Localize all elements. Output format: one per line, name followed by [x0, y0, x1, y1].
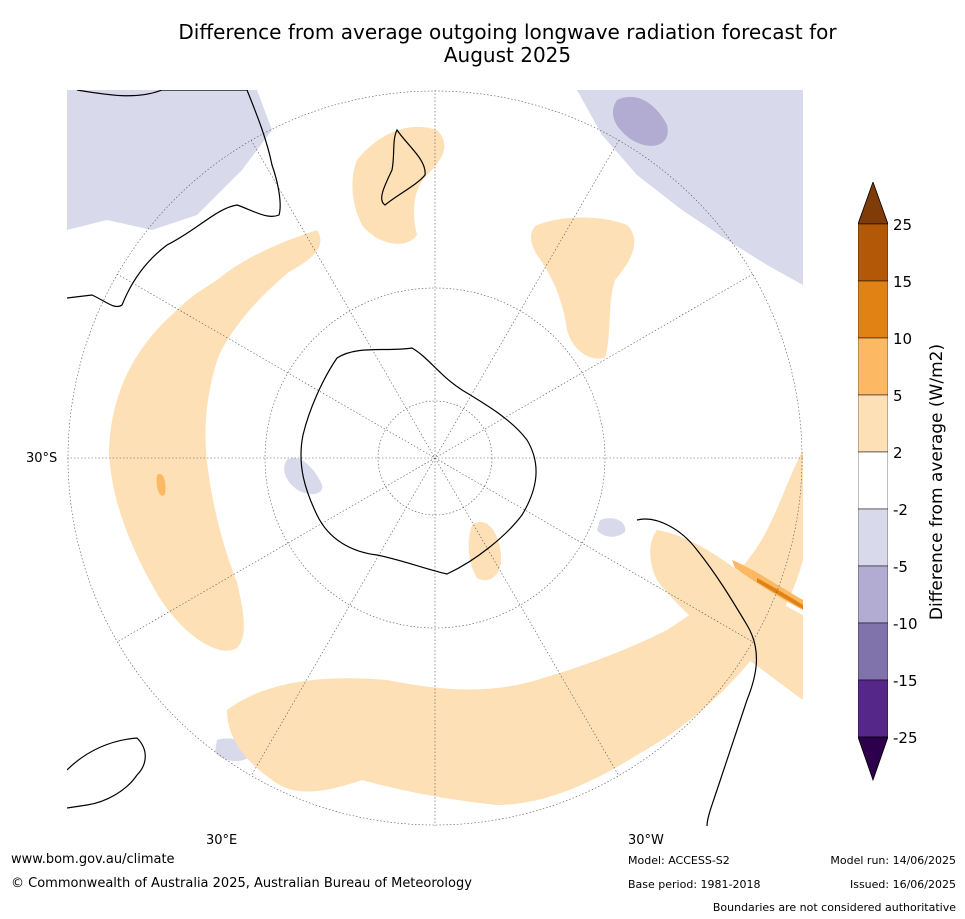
colorbar-extend-bottom — [858, 736, 888, 782]
latitude-label-30s: 30°S — [26, 451, 58, 466]
anomaly-region-africa-spot — [156, 473, 166, 496]
colorbar-label: Difference from average (W/m2) — [927, 343, 947, 621]
colorbar-tick: -5 — [893, 558, 908, 576]
latitude-circle-60s — [264, 287, 606, 629]
colorbar-tick: 15 — [893, 273, 913, 291]
colorbar-tick: -10 — [893, 615, 918, 633]
map-title: Difference from average outgoing longwav… — [178, 20, 837, 67]
colorbar-segment — [858, 394, 888, 453]
colorbar-segment — [858, 451, 888, 510]
colorbar-tick: -15 — [893, 672, 918, 690]
footer-copyright: © Commonwealth of Australia 2025, Austra… — [11, 876, 472, 891]
coastline-new-zealand — [381, 128, 426, 206]
colorbar-segment — [858, 337, 888, 396]
colorbar-tick: 25 — [893, 216, 913, 234]
colorbar-tick: 2 — [893, 444, 903, 462]
anomaly-region-ne-core — [612, 96, 668, 146]
footer-disclaimer: Boundaries are not considered authoritat… — [712, 901, 956, 914]
colorbar-tick: 10 — [893, 330, 913, 348]
colorbar-segment — [858, 565, 888, 624]
colorbar-segment — [858, 679, 888, 738]
coastline-south-america — [636, 518, 757, 826]
colorbar-tick: -25 — [893, 729, 918, 747]
anomaly-region-nw — [67, 90, 272, 230]
colorbar-tick: 5 — [893, 387, 903, 405]
colorbar-extend-top — [858, 182, 888, 225]
colorbar-segment — [858, 508, 888, 567]
map-canvas — [67, 90, 803, 826]
footer-issued: Issued: 16/06/2025 — [849, 878, 956, 891]
colorbar-segment — [858, 280, 888, 339]
footer-url: www.bom.gov.au/climate — [11, 852, 175, 867]
anomaly-region-chile — [597, 518, 626, 537]
coastline-antarctica — [300, 347, 537, 575]
colorbar-segment — [858, 622, 888, 681]
longitude-label-30e: 30°E — [206, 833, 238, 848]
negative-anomaly-regions — [67, 90, 803, 762]
colorbar-tick: -2 — [893, 501, 908, 519]
footer-base-period: Base period: 1981-2018 — [628, 878, 761, 891]
anomaly-band-indian-ocean — [109, 230, 321, 651]
anomaly-region-south-america — [650, 530, 803, 700]
colorbar — [858, 182, 888, 782]
coastline-australia — [67, 90, 281, 308]
colorbar-segment — [858, 223, 888, 282]
footer-model: Model: ACCESS-S2 — [628, 854, 730, 867]
polar-map — [67, 90, 803, 826]
coastlines — [67, 90, 757, 826]
anomaly-region-pacific — [531, 217, 635, 359]
graticule — [67, 90, 803, 826]
anomaly-region-andes-core — [757, 578, 803, 609]
anomaly-region-nz — [352, 126, 445, 244]
positive-anomaly-regions — [109, 126, 803, 805]
coastline-africa — [67, 737, 146, 809]
longitude-label-30w: 30°W — [628, 833, 664, 848]
anomaly-band-south-atlantic — [227, 450, 803, 805]
footer-model-run: Model run: 14/06/2025 — [830, 854, 956, 867]
